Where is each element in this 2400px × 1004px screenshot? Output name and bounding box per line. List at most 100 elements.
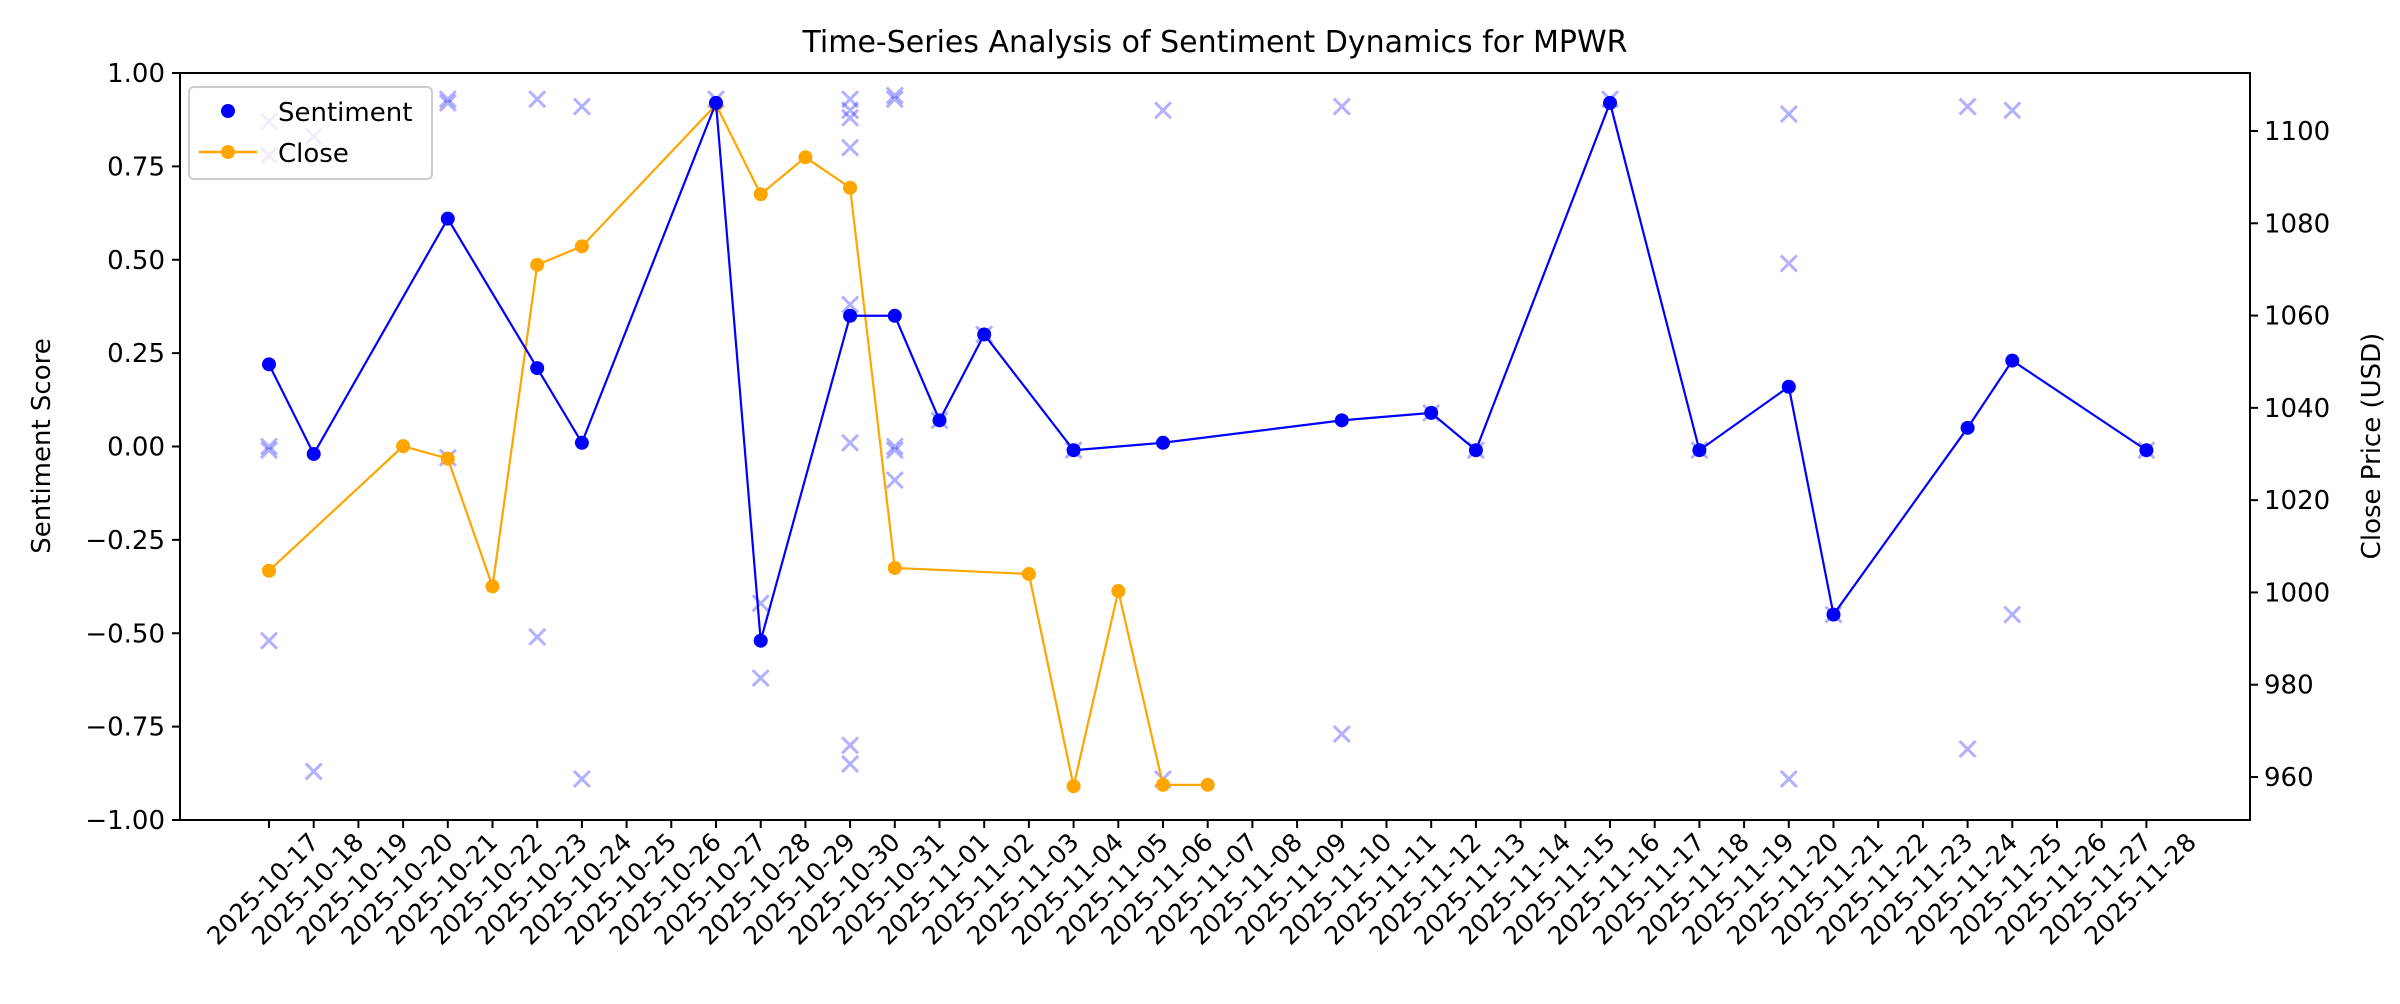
- close-point: [530, 257, 545, 272]
- sentiment-point: [1692, 443, 1707, 458]
- sentiment-x-marker-icon: [2003, 101, 2022, 120]
- legend-close-marker-icon: [221, 145, 235, 159]
- close-point: [753, 187, 768, 202]
- close-point: [485, 579, 500, 594]
- legend-sentiment-label: Sentiment: [278, 98, 412, 128]
- sentiment-x-marker-icon: [1958, 97, 1977, 116]
- sentiment-x-marker-icon: [841, 736, 860, 755]
- close-point: [843, 180, 858, 195]
- sentiment-point: [1826, 607, 1841, 622]
- close-point: [1156, 777, 1170, 792]
- sentiment-point: [977, 327, 992, 342]
- chart-title: Time-Series Analysis of Sentiment Dynami…: [802, 25, 1628, 60]
- close-point: [1111, 584, 1126, 599]
- sentiment-x-marker-icon: [528, 90, 547, 109]
- plot-area: [179, 72, 2251, 821]
- close-point: [574, 239, 589, 254]
- sentiment-x-marker-icon: [885, 437, 904, 456]
- sentiment-point: [1468, 443, 1483, 458]
- close-point: [1200, 777, 1215, 792]
- sentiment-x-marker-icon: [841, 433, 860, 452]
- sentiment-point: [1781, 379, 1796, 394]
- sentiment-point: [843, 308, 858, 323]
- sentiment-point: [2139, 443, 2154, 458]
- legend-close-label: Close: [278, 139, 349, 169]
- sentiment-point: [932, 413, 947, 428]
- y-tick-label: 1.00: [107, 59, 165, 89]
- sentiment-x-marker-icon: [1153, 101, 1173, 120]
- sentiment-point: [2005, 353, 2020, 368]
- sentiment-x-marker-icon: [259, 441, 279, 460]
- y2-tick-label: 1040: [2264, 394, 2330, 424]
- sentiment-x-marker-icon: [1332, 97, 1351, 116]
- sentiment-point: [1424, 405, 1439, 420]
- sentiment-x-marker-icon: [751, 669, 770, 688]
- sentiment-x-marker-icon: [841, 295, 860, 314]
- y-tick-label: −0.25: [85, 526, 165, 556]
- sentiment-x-marker-icon: [885, 441, 904, 460]
- sentiment-point: [1334, 413, 1349, 428]
- close-line: [268, 102, 1208, 787]
- close-point: [1021, 566, 1036, 581]
- sentiment-x-marker-icon: [1779, 769, 1798, 788]
- sentiment-x-marker-icon: [259, 631, 279, 650]
- sentiment-point: [709, 95, 723, 110]
- y-tick-label: 0.00: [107, 433, 165, 463]
- sentiment-x-marker-icon: [885, 86, 904, 105]
- sentiment-point: [440, 211, 455, 226]
- close-price-series: [262, 97, 1215, 794]
- sentiment-x-marker-icon: [841, 101, 860, 120]
- y-tick-label: 0.25: [107, 339, 165, 369]
- sentiment-x-marker-icon: [1958, 739, 1977, 759]
- sentiment-series: [262, 95, 2154, 648]
- y2-tick-label: 1000: [2264, 578, 2330, 608]
- close-point: [440, 451, 455, 466]
- sentiment-x-marker-icon: [259, 437, 279, 456]
- sentiment-point: [887, 308, 902, 323]
- sentiment-x-marker-icon: [1332, 725, 1351, 744]
- close-point: [887, 560, 902, 575]
- sentiment-point: [306, 446, 321, 461]
- y2-axis-label: Close Price (USD): [2357, 333, 2387, 560]
- sentiment-x-marker-icon: [304, 762, 323, 781]
- legend: Sentiment Close: [188, 86, 433, 180]
- y-tick-label: −1.00: [85, 806, 165, 836]
- sentiment-point: [262, 357, 276, 372]
- y2-tick-label: 1080: [2264, 209, 2330, 239]
- y-axis-left: 1.00 0.75 0.50 0.25 0.00 −0.25 −0.50 −0.75 −1.00: [85, 59, 180, 836]
- y2-tick-label: 1020: [2264, 486, 2330, 516]
- sentiment-x-marker-icon: [885, 471, 904, 490]
- y-tick-label: 0.75: [107, 152, 165, 182]
- sentiment-x-marker-icon: [2003, 605, 2022, 624]
- sentiment-x-marker-icon: [572, 769, 591, 788]
- sentiment-x-marker-icon: [572, 97, 591, 116]
- sentiment-x-marker-icon: [841, 138, 860, 157]
- axes-frame: [179, 72, 2251, 821]
- sentiment-point: [530, 361, 545, 376]
- sentiment-line: [268, 99, 2148, 642]
- y-axis-right: 1100 1080 1060 1040 1020 1000 980 960: [2250, 117, 2330, 793]
- y-tick-label: −0.50: [85, 619, 165, 649]
- sentiment-x-marker-icon: [438, 93, 457, 112]
- x-axis: 2025-10-172025-10-182025-10-192025-10-20…: [201, 820, 2202, 951]
- sentiment-x-marker-icon: [841, 90, 860, 109]
- y2-tick-label: 980: [2264, 671, 2314, 701]
- sentiment-x-marker-icon: [751, 594, 770, 613]
- sentiment-point: [1066, 443, 1081, 458]
- y-tick-label: 0.50: [107, 246, 165, 276]
- sentiment-point: [1156, 435, 1170, 450]
- sentiment-point: [574, 435, 589, 450]
- y2-tick-label: 1060: [2264, 302, 2330, 332]
- sentiment-x-marker-icon: [1779, 105, 1798, 124]
- sentiment-x-marker-icon: [841, 108, 860, 127]
- y-axis-label: Sentiment Score: [27, 338, 57, 553]
- close-point: [396, 439, 411, 454]
- sentiment-point: [753, 633, 768, 648]
- legend-box: [188, 86, 433, 180]
- y2-tick-label: 960: [2264, 763, 2314, 793]
- sentiment-x-marker-icon: [885, 90, 904, 109]
- close-point: [1066, 779, 1081, 794]
- sentiment-point: [1603, 95, 1617, 110]
- close-point: [262, 563, 276, 578]
